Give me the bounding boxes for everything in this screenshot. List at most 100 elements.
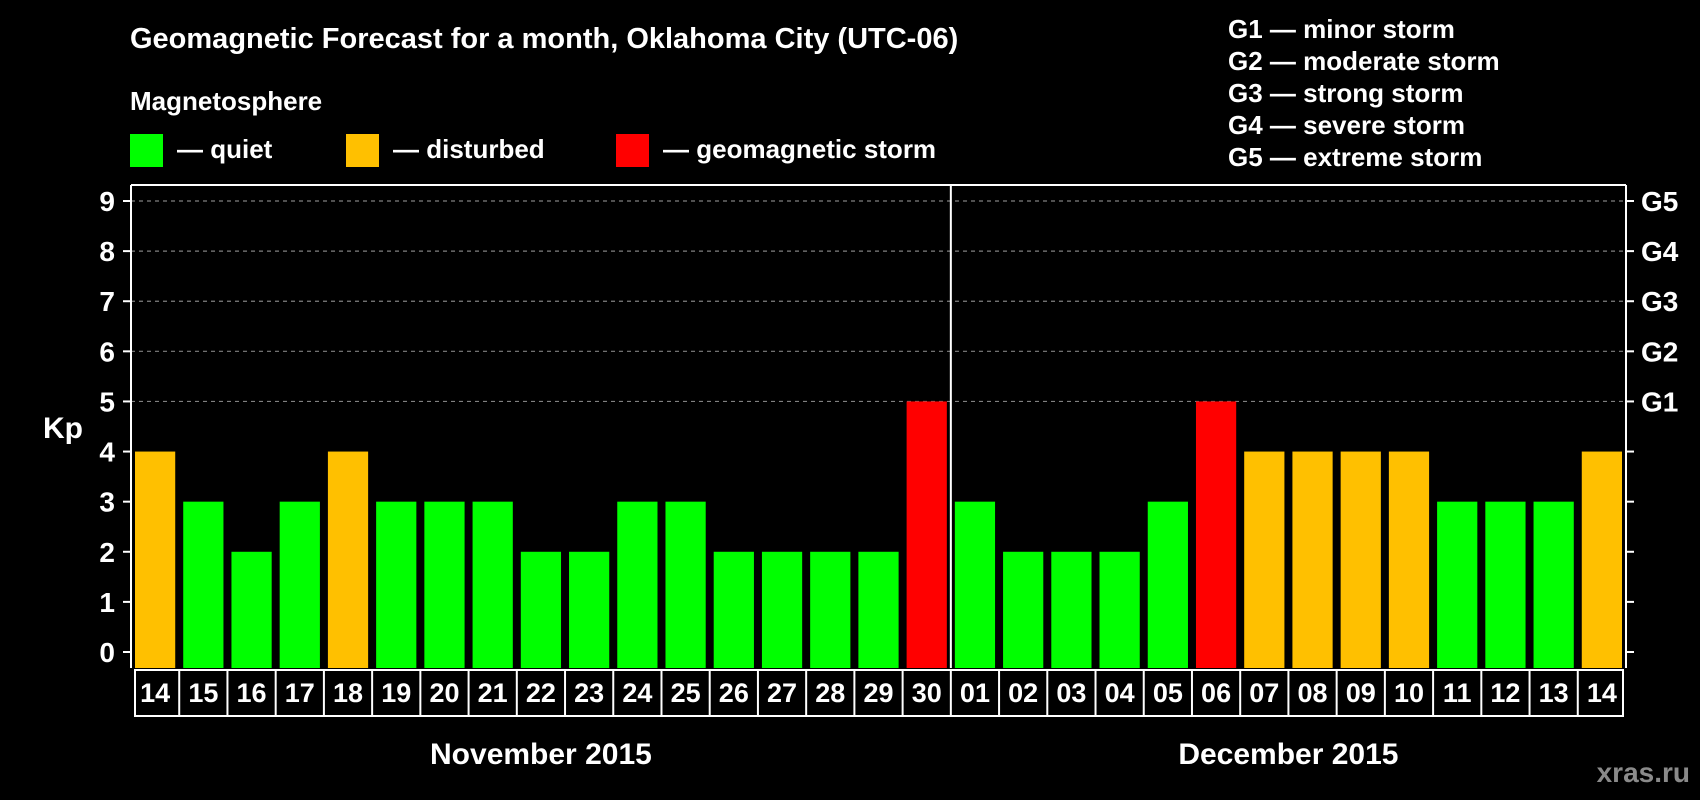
day-label-1: 14 (140, 678, 170, 708)
bar-day-17 (906, 401, 947, 668)
bar-day-6 (376, 501, 417, 668)
bar-day-25 (1292, 451, 1333, 668)
ytick-label-9: 9 (99, 186, 115, 217)
day-label-26: 09 (1346, 678, 1376, 708)
rtick-label-G3: G3 (1641, 286, 1678, 317)
day-label-31: 14 (1587, 678, 1617, 708)
day-label-17: 30 (912, 678, 942, 708)
legend-swatch-quiet (130, 134, 163, 167)
ytick-label-1: 1 (99, 587, 115, 618)
bar-day-23 (1195, 401, 1237, 668)
bar-day-24 (1244, 451, 1285, 668)
ytick-label-2: 2 (99, 537, 115, 568)
bar-day-20 (1051, 551, 1092, 668)
rtick-label-G2: G2 (1641, 336, 1678, 367)
storm-level-g3: G3 — strong storm (1228, 78, 1463, 108)
day-label-13: 26 (719, 678, 749, 708)
bar-day-3 (231, 551, 272, 668)
chart-title: Geomagnetic Forecast for a month, Oklaho… (130, 23, 958, 55)
day-label-box-outline (134, 669, 1624, 717)
ytick-label-7: 7 (99, 286, 115, 317)
legend-label-disturbed: — disturbed (393, 134, 545, 164)
storm-level-g1: G1 — minor storm (1228, 14, 1455, 44)
day-label-14: 27 (767, 678, 797, 708)
day-labels: 14 15 16 17 18 19 20 21 22 23 24 25 26 27 28 29 30 01 02 03… (134, 669, 1624, 717)
bars (135, 401, 1622, 668)
legend-swatch-disturbed (346, 134, 379, 167)
bar-day-11 (617, 501, 658, 668)
bar-day-31 (1581, 451, 1622, 668)
bar-day-2 (183, 501, 224, 668)
storm-level-g2: G2 — moderate storm (1228, 46, 1500, 76)
day-label-23: 06 (1201, 678, 1231, 708)
day-label-30: 13 (1539, 678, 1569, 708)
ytick-label-3: 3 (99, 487, 115, 518)
day-label-24: 07 (1249, 678, 1279, 708)
storm-level-g5: G5 — extreme storm (1228, 142, 1482, 172)
month-label-november: November 2015 (430, 738, 652, 771)
bar-day-14 (761, 551, 803, 668)
storm-level-legend: G1 — minor storm G2 — moderate storm G3 … (1228, 14, 1500, 172)
rtick-label-G4: G4 (1641, 236, 1679, 267)
bar-day-27 (1388, 451, 1430, 668)
bar-day-26 (1340, 451, 1381, 668)
day-label-7: 20 (429, 678, 459, 708)
bar-day-15 (810, 551, 851, 668)
day-label-27: 10 (1394, 678, 1424, 708)
day-label-4: 17 (285, 678, 315, 708)
rtick-label-G5: G5 (1641, 186, 1678, 217)
axes (130, 184, 1627, 668)
bar-day-12 (665, 501, 706, 668)
day-label-19: 02 (1008, 678, 1038, 708)
legend-swatch-storm (616, 134, 649, 167)
bar-day-19 (1003, 551, 1044, 668)
ytick-label-4: 4 (99, 437, 115, 468)
bar-day-18 (954, 501, 996, 668)
day-label-9: 22 (526, 678, 556, 708)
bar-day-7 (424, 501, 465, 668)
bar-day-9 (520, 551, 562, 668)
ytick-label-6: 6 (99, 336, 115, 367)
ytick-label-5: 5 (99, 386, 115, 417)
day-label-8: 21 (478, 678, 508, 708)
bar-day-30 (1533, 501, 1574, 668)
bar-day-8 (472, 501, 513, 668)
legend-label-storm: — geomagnetic storm (663, 134, 936, 164)
bar-day-5 (327, 451, 369, 668)
rtick-label-G1: G1 (1641, 386, 1678, 417)
bar-day-1 (135, 451, 176, 668)
bar-day-28 (1437, 501, 1478, 668)
bar-day-13 (713, 551, 754, 668)
day-label-2: 15 (188, 678, 218, 708)
bar-day-21 (1099, 551, 1140, 668)
day-label-5: 18 (333, 678, 363, 708)
bar-day-10 (569, 551, 610, 668)
legend-label-quiet: — quiet (177, 134, 273, 164)
y-axis-ticks: 0 1 2 3 4 5 6 7 8 9 (99, 186, 131, 668)
day-label-10: 23 (574, 678, 604, 708)
right-axis-storm-ticks: G1 G2 G3 G4 G5 (1626, 186, 1679, 653)
day-label-3: 16 (237, 678, 267, 708)
day-label-29: 12 (1490, 678, 1520, 708)
ytick-label-0: 0 (99, 637, 115, 668)
day-label-22: 05 (1153, 678, 1183, 708)
bar-day-29 (1485, 501, 1526, 668)
day-label-11: 24 (622, 678, 652, 708)
day-label-28: 11 (1443, 678, 1472, 708)
day-label-12: 25 (671, 678, 701, 708)
day-label-25: 08 (1298, 678, 1328, 708)
day-label-20: 03 (1056, 678, 1086, 708)
day-label-15: 28 (815, 678, 845, 708)
day-label-16: 29 (863, 678, 893, 708)
watermark: xras.ru (1597, 757, 1690, 788)
ytick-label-8: 8 (99, 236, 115, 267)
month-label-december: December 2015 (1178, 738, 1398, 771)
legend-title: Magnetosphere (130, 86, 322, 116)
bar-day-16 (858, 551, 899, 668)
day-label-18: 01 (960, 678, 990, 708)
bar-day-4 (279, 501, 320, 668)
storm-level-g4: G4 — severe storm (1228, 110, 1465, 140)
day-label-21: 04 (1105, 678, 1135, 708)
y-axis-label: Kp (43, 412, 83, 445)
